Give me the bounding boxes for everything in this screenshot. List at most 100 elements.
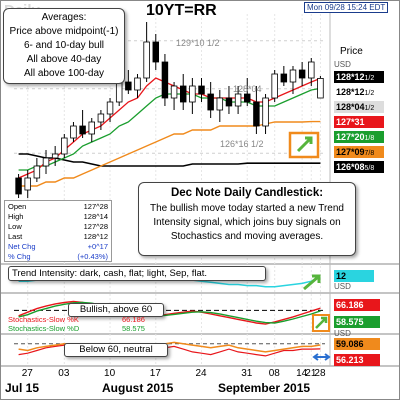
price-tag-value: 126*08 (336, 162, 365, 172)
ohlc-row: Net Chg +0^17 (8, 242, 108, 252)
candle-body (244, 93, 251, 103)
ma-mid-line (18, 87, 321, 171)
ohlc-row: Low 127^28 (8, 222, 108, 232)
osc-line-tag: 59.086 (334, 338, 380, 350)
ohlc-panel: Open 127^28 High 128^14 Low 127^28 Last 128^12 N… (4, 200, 112, 262)
candle-body (79, 125, 86, 135)
symbol-title: 10YT=RR (146, 2, 217, 19)
ohlc-value: (+0.43%) (77, 252, 108, 261)
candle-body (262, 97, 269, 127)
averages-line: All above 40-day (26, 54, 102, 65)
trend-intensity-text: Trend Intensity: dark, cash, flat; light… (12, 268, 208, 279)
candle-body (70, 125, 77, 139)
candle-body (170, 85, 178, 99)
candle-body (234, 93, 242, 107)
stoch-legend-d-label: Stochastics-Slow %D (8, 324, 80, 333)
price-tag: 128*121/2 (334, 71, 384, 83)
price-tag-fraction: 7/8 (364, 150, 375, 157)
price-tag-value: 128*12 (336, 72, 365, 82)
day-tick-label: 31 (241, 368, 253, 379)
candle-body (143, 41, 150, 79)
level-label: 128*04 (233, 84, 262, 94)
price-tag: 128*041/2 (334, 101, 384, 113)
price-tag-value: 127*20 (336, 132, 365, 142)
stoch-legend-d-value: 58.575 (122, 324, 145, 333)
candle-body (317, 78, 324, 99)
ohlc-value: 128^14 (83, 212, 108, 221)
day-tick-label: 24 (195, 368, 207, 379)
candle-body (161, 61, 169, 99)
price-tag-fraction: 1/8 (364, 135, 375, 142)
neutral-arrow-icon (312, 353, 331, 361)
averages-line: All above 100-day (23, 68, 105, 79)
candle-body (298, 69, 306, 79)
ohlc-value: 127^28 (83, 202, 108, 211)
day-tick-label: 17 (149, 368, 161, 379)
note-body: The bullish move today started a new Tre… (150, 203, 344, 242)
note-box: Dec Note Daily Candlestick: The bullish … (138, 182, 356, 256)
price-tag-fraction: 1/2 (364, 105, 375, 112)
ohlc-label: Last (8, 232, 23, 241)
ohlc-row: Last 128^12 (8, 232, 108, 242)
candle-body (253, 101, 260, 127)
price-tag: 127*097/8 (334, 146, 384, 158)
averages-box: Averages: Price above midpoint(-1) 6- an… (3, 8, 125, 84)
price-tag-fraction: 1/2 (364, 75, 375, 82)
candle-body (88, 121, 95, 135)
candle-body (308, 61, 315, 79)
trend-intensity-caption: Trend Intensity: dark, cash, flat; light… (8, 266, 266, 281)
candle-body (198, 85, 205, 95)
level-label: 126*16 1/2 (220, 139, 264, 149)
price-tag: 126*085/8 (334, 161, 384, 173)
ohlc-label: Net Chg (8, 242, 36, 251)
averages-title: Averages: (41, 12, 87, 23)
ohlc-label: High (8, 212, 24, 221)
price-tag-value: 127*31 (336, 117, 365, 127)
ma-40-line (18, 120, 321, 187)
ohlc-label: Open (8, 202, 27, 211)
candle-body (289, 69, 297, 83)
candle-body (179, 85, 187, 103)
stoch-legend-k-value: 66.186 (122, 315, 145, 324)
level-label: 129*10 1/2 (176, 38, 220, 48)
candle-body (51, 153, 59, 159)
day-tick-label: 27 (21, 368, 33, 379)
ohlc-label: % Chg (8, 252, 31, 261)
oscillator-annotation-text: Below 60, neutral (79, 344, 153, 355)
stochastics-annotation-text: Bullish, above 60 (79, 304, 153, 315)
candle-body (189, 85, 196, 103)
candle-body (106, 101, 114, 115)
price-axis-header: Price (340, 46, 363, 57)
trend-intensity-value-tag: 12 (334, 270, 374, 282)
candle-body (15, 177, 22, 195)
ohlc-value: +0^17 (87, 242, 108, 251)
price-tag: 127*31 (334, 116, 384, 128)
stoch-legend-k: Stochastics-Slow %K (8, 315, 79, 324)
ohlc-row: High 128^14 (8, 212, 108, 222)
price-tag-value: 127*09 (336, 147, 365, 157)
candle-body (115, 81, 123, 103)
day-tick-label: 10 (104, 368, 116, 379)
osc-signal-tag: 56.213 (334, 354, 380, 366)
day-tick-label: 14 (296, 368, 308, 379)
averages-line: 6- and 10-day bull (23, 40, 105, 51)
stoch-currency: USD (334, 329, 351, 338)
candle-body (97, 113, 105, 123)
price-tag-fraction: 5/8 (364, 165, 375, 172)
buy-arrow-icon (303, 274, 321, 291)
stoch-k-tag: 66.186 (334, 299, 380, 311)
price-tag-value: 128*04 (336, 102, 365, 112)
day-tick-label: 21 (305, 368, 317, 379)
day-tick-label: 03 (58, 368, 70, 379)
ma-100-line (18, 153, 321, 167)
stoch-legend-k-label: Stochastics-Slow %K (8, 315, 79, 324)
averages-line: Price above midpoint(-1) (9, 26, 119, 37)
buy-arrow-icon (315, 316, 328, 329)
candle-body (216, 97, 224, 111)
ohlc-value: 127^28 (83, 222, 108, 231)
price-tag-fraction: 1/2 (364, 90, 375, 97)
month-label: September 2015 (218, 381, 311, 395)
candle-body (152, 41, 160, 63)
candle-body (280, 73, 288, 83)
